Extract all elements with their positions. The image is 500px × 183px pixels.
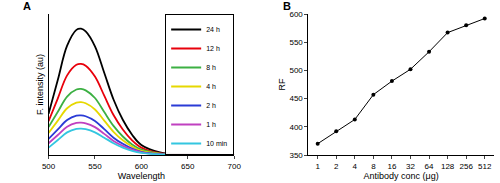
svg-text:650: 650	[181, 162, 195, 171]
svg-text:Antibody conc (μg): Antibody conc (μg)	[364, 171, 439, 181]
svg-text:10 min: 10 min	[206, 140, 227, 147]
svg-text:550: 550	[88, 162, 102, 171]
svg-text:8: 8	[371, 162, 376, 171]
svg-text:64: 64	[425, 162, 434, 171]
svg-text:450: 450	[289, 94, 303, 103]
svg-text:24 h: 24 h	[206, 26, 220, 33]
svg-text:600: 600	[289, 10, 303, 19]
svg-text:RF: RF	[277, 78, 287, 90]
svg-text:512: 512	[478, 162, 492, 171]
svg-text:700: 700	[227, 162, 241, 171]
svg-text:8 h: 8 h	[206, 64, 216, 71]
svg-text:400: 400	[289, 123, 303, 132]
svg-text:1: 1	[315, 162, 320, 171]
svg-text:16: 16	[387, 162, 396, 171]
svg-text:2 h: 2 h	[206, 102, 216, 109]
svg-text:550: 550	[289, 38, 303, 47]
svg-text:500: 500	[42, 162, 56, 171]
svg-text:Wavelength: Wavelength	[118, 171, 165, 181]
svg-text:350: 350	[289, 151, 303, 160]
svg-text:4 h: 4 h	[206, 83, 216, 90]
svg-text:A: A	[23, 0, 31, 12]
svg-text:1 h: 1 h	[206, 121, 216, 128]
svg-text:600: 600	[135, 162, 149, 171]
svg-text:32: 32	[406, 162, 415, 171]
svg-text:4: 4	[353, 162, 358, 171]
svg-text:128: 128	[441, 162, 455, 171]
svg-text:256: 256	[459, 162, 473, 171]
svg-text:F. intensity (au): F. intensity (au)	[35, 54, 45, 115]
svg-text:2: 2	[334, 162, 339, 171]
svg-text:B: B	[283, 0, 291, 12]
svg-text:12 h: 12 h	[206, 45, 220, 52]
svg-text:500: 500	[289, 66, 303, 75]
